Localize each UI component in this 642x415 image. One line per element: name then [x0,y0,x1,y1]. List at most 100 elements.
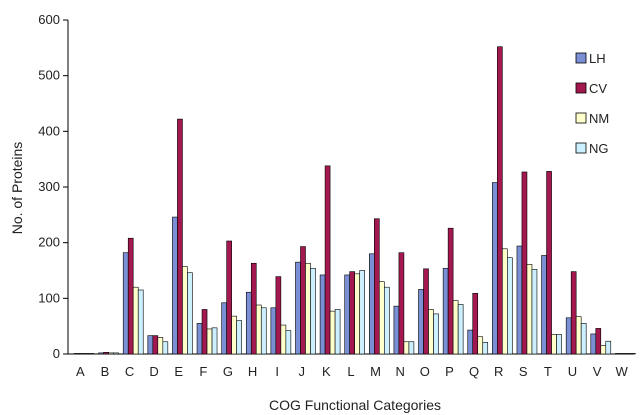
bar-LH-T [541,255,547,355]
bar-LH-K [319,274,326,355]
bar-CV-G [226,240,232,355]
bar-CV-J [300,246,306,355]
bar-NG-R [507,257,513,355]
bar-CV-U [570,271,577,355]
bar-LH-G [221,302,227,355]
x-tick-label: B [101,364,110,379]
bar-NM-R [502,248,508,355]
bar-NG-W [630,353,636,355]
x-tick-label: L [347,364,354,379]
bar-NG-J [310,267,316,355]
bar-NG-H [260,307,267,355]
bar-CV-N [398,252,405,355]
bar-NM-L [354,273,360,355]
bar-LH-Q [467,329,474,355]
bar-LH-M [369,253,375,355]
bar-LH-A [73,353,80,355]
bar-CV-C [127,237,134,355]
bar-CV-F [201,309,208,355]
bar-NM-B [108,352,114,355]
x-tick-label: K [322,364,331,379]
bar-NG-C [137,289,144,355]
bar-LH-H [245,291,252,355]
x-tick-label: O [420,364,430,379]
bar-CV-K [324,165,331,355]
bar-CV-T [546,171,552,355]
x-tick-label: F [199,364,207,379]
bar-CV-V [595,328,602,355]
bar-NG-D [162,341,169,355]
bar-NM-V [600,345,607,355]
bar-NM-H [255,304,262,355]
bar-LH-F [196,323,203,355]
y-axis-label: No. of Proteins [9,142,25,235]
bars [73,46,636,355]
bar-NG-U [580,323,587,355]
x-tick-label: V [593,364,602,379]
x-tick-label: J [299,364,306,379]
bar-CV-E [177,118,183,355]
x-tick-label: D [149,364,158,379]
bar-LH-P [442,267,449,355]
x-tick-label: P [445,364,454,379]
bar-LH-U [565,317,572,355]
bar-LH-O [418,289,424,355]
bar-LH-N [393,305,400,355]
bar-NG-L [359,270,365,355]
y-tick-label: 0 [53,346,60,361]
bar-LH-B [98,352,104,355]
bar-NG-Q [482,342,489,355]
bar-NG-I [285,330,292,355]
bar-NM-Q [477,336,484,355]
y-tick-label: 100 [38,290,60,305]
y-axis: 0 100 200 300 400 500 600 [38,12,69,361]
bar-NM-E [182,266,188,355]
y-tick-label: 600 [38,12,60,27]
bar-NM-J [305,262,311,355]
bar-CV-S [521,171,528,355]
bar-NM-I [280,324,287,355]
bar-CV-W [620,353,626,355]
bar-NM-U [575,316,582,355]
bar-LH-J [295,261,301,355]
bar-NM-C [132,286,139,355]
x-tick-label: S [519,364,528,379]
legend-swatch-NG [575,142,587,154]
bar-NG-T [556,334,562,355]
x-tick-label: T [544,364,552,379]
bar-CV-I [275,276,282,355]
bar-NG-N [408,341,415,355]
bar-LH-S [516,245,523,355]
legend-swatch-LH [575,52,587,64]
legend: LH CV NM NG [575,51,609,156]
x-tick-label: I [275,364,279,379]
x-tick-label: R [494,364,503,379]
bar-NG-B [113,352,119,355]
x-tick-label: U [568,364,577,379]
bar-NM-O [428,309,434,355]
bar-NG-E [187,272,193,355]
bar-NM-G [231,315,237,355]
x-tick-label: Q [469,364,479,379]
bar-NG-M [384,286,390,355]
x-axis-label: COG Functional Categories [269,397,441,413]
y-tick-label: 500 [38,68,60,83]
bar-NM-D [157,336,164,355]
x-tick-label: H [248,364,257,379]
bar-NG-P [457,304,464,355]
bar-NG-S [531,269,538,355]
y-tick-label: 400 [38,123,60,138]
x-tick-label: C [125,364,134,379]
legend-label-LH: LH [589,51,606,66]
bar-CV-O [423,268,429,355]
bar-CV-Q [472,293,479,355]
bar-CV-B [103,352,109,355]
bar-LH-R [492,182,498,355]
bar-NG-V [605,340,612,355]
bar-NM-P [452,300,459,355]
bar-CV-P [447,227,454,355]
x-tick-label: E [174,364,183,379]
